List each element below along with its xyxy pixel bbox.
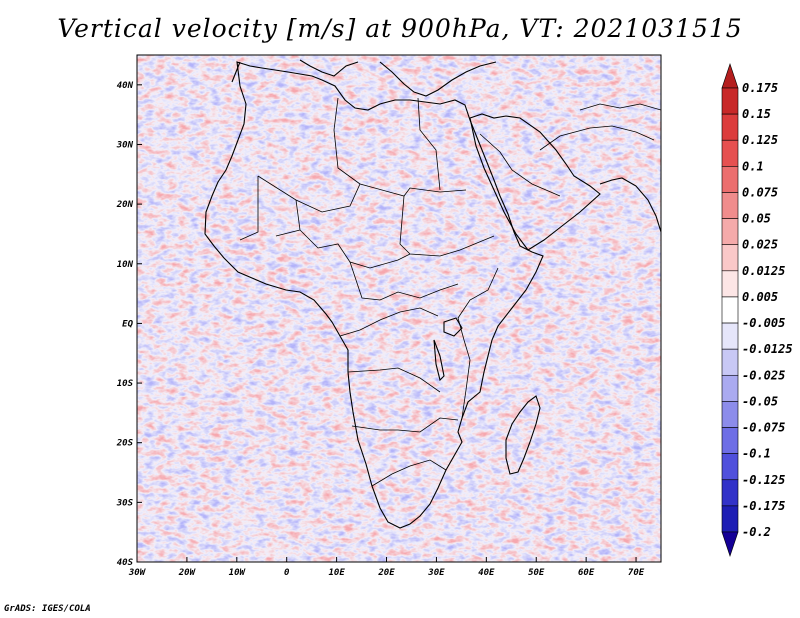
colorbar-swatch [721, 531, 739, 557]
colorbar-label: 0.125 [742, 133, 778, 147]
colorbar-label: 0.0125 [742, 264, 785, 278]
grads-credit: GrADS: IGES/COLA [4, 604, 91, 614]
lat-tick-label: 20N [116, 200, 134, 210]
colorbar-label: -0.075 [742, 421, 785, 435]
lon-tick-label: 20E [377, 568, 395, 578]
colorbar-swatch [721, 166, 739, 193]
colorbar-label: 0.175 [742, 81, 778, 95]
colorbar-swatch [721, 139, 739, 167]
colorbar-swatch [721, 453, 739, 481]
lake-victoria [443, 317, 463, 337]
colorbar-swatch [721, 244, 739, 272]
lat-tick-label: 30N [116, 140, 134, 150]
colorbar-label: -0.0125 [742, 342, 793, 356]
colorbar-swatch [721, 401, 739, 428]
lon-tick-label: 10W [229, 568, 247, 578]
colorbar-label: 0.075 [742, 185, 778, 199]
colorbar-label: -0.005 [742, 316, 785, 330]
lat-tick-label: 40N [117, 81, 134, 91]
colorbar-labels: 0.175 0.15 0.125 0.1 0.075 0.05 0.025 0.0125 0.0… [742, 81, 793, 539]
colorbar-swatch [721, 113, 739, 141]
colorbar-label: 0.025 [742, 238, 778, 252]
africa-coastline [204, 61, 544, 529]
colorbar-label: -0.1 [742, 447, 771, 461]
colorbar-label: -0.05 [742, 394, 778, 408]
colorbar-label: -0.125 [742, 473, 785, 487]
lon-tick-label: 70E [628, 568, 645, 578]
lon-tick-label: 0 [284, 568, 290, 578]
map-title: Vertical velocity [m/s] at 900hPa, VT: 2… [57, 14, 743, 43]
colorbar-swatch [721, 270, 739, 298]
lon-tick-label: 10E [328, 568, 345, 578]
lat-tick-label: 40S [117, 558, 134, 568]
axis-ticks [136, 84, 637, 563]
colorbar-swatch [721, 87, 739, 115]
south-asia-coastline [599, 177, 661, 233]
coastlines [204, 59, 661, 529]
colorbar-label: -0.175 [742, 499, 785, 513]
colorbar-swatch [721, 192, 739, 219]
lat-tick-label: 30S [116, 498, 134, 508]
madagascar-coastline [505, 395, 541, 475]
colorbar-label: -0.025 [742, 368, 785, 382]
colorbar-label: 0.15 [742, 107, 771, 121]
colorbar-label: 0.05 [742, 212, 771, 226]
lat-tick-label: 10N [117, 260, 134, 270]
lat-tick-label: 20S [116, 439, 134, 449]
lat-tick-label: EQ [122, 319, 133, 329]
axis-labels: 30W 20W 10W 0 10E 20E 30E 40E 50E 60E 70E 40N 30N 20N… [116, 81, 645, 578]
map-plot-area [136, 54, 662, 563]
colorbar-swatch [721, 479, 739, 507]
lake-tanganyika [433, 339, 445, 382]
colorbar-swatch [721, 296, 739, 324]
colorbar-swatch [721, 374, 739, 402]
colorbar-label: -0.2 [742, 525, 771, 539]
lon-tick-label: 60E [578, 568, 595, 578]
country-borders [239, 97, 661, 487]
colorbar-swatch [721, 427, 739, 454]
colorbar-swatch [721, 322, 739, 350]
colorbar-swatch [721, 348, 739, 376]
colorbar-label: 0.1 [742, 159, 764, 173]
colorbar-swatch [721, 63, 739, 89]
lon-tick-label: 40E [478, 568, 495, 578]
colorbar-swatch [721, 505, 739, 533]
lon-tick-label: 20W [178, 568, 197, 578]
colorbar [721, 63, 739, 557]
europe-coastline [231, 59, 497, 97]
lon-tick-label: 50E [528, 568, 545, 578]
lon-tick-label: 30E [427, 568, 445, 578]
arabian-peninsula-coastline [469, 113, 601, 251]
lon-tick-label: 30W [128, 568, 147, 578]
colorbar-swatch [721, 218, 739, 246]
lat-tick-label: 10S [117, 379, 134, 389]
colorbar-label: 0.005 [742, 290, 778, 304]
map-frame [136, 54, 662, 563]
